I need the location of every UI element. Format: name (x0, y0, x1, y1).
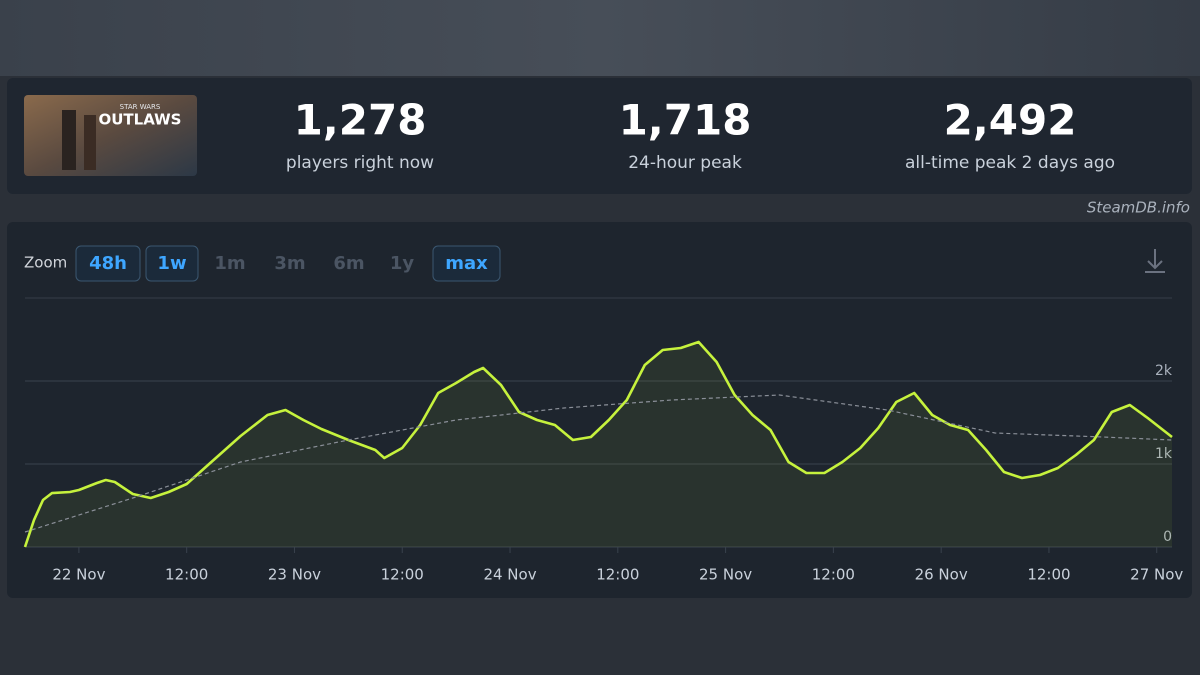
zoom-option[interactable]: 3m (274, 253, 305, 274)
stat-value: 1,278 (294, 96, 427, 145)
chart-panel (7, 222, 1192, 598)
y-tick-label: 2k (1155, 363, 1173, 379)
stats-panel (7, 78, 1192, 194)
y-tick-label: 0 (1163, 529, 1172, 545)
zoom-option[interactable]: 1m (214, 253, 245, 274)
x-tick-label: 12:00 (1027, 566, 1070, 584)
zoom-option[interactable]: max (445, 253, 488, 274)
stat-label: 24-hour peak (628, 153, 742, 173)
x-tick-label: 22 Nov (52, 566, 105, 584)
zoom-label: Zoom (24, 254, 67, 272)
x-tick-label: 27 Nov (1130, 566, 1183, 584)
logo: OUTLAWS (98, 111, 181, 129)
y-tick-label: 1k (1155, 446, 1173, 462)
zoom-button[interactable] (432, 245, 501, 282)
zoom-option[interactable]: 6m (333, 253, 364, 274)
zoom-button[interactable] (75, 245, 141, 282)
x-tick-label: 25 Nov (699, 566, 752, 584)
logo-small: STAR WARS (120, 103, 161, 111)
game-image: STAR WARS OUTLAWS (24, 95, 197, 176)
zoom-option[interactable]: 1w (157, 253, 186, 274)
stat-label: players right now (286, 153, 434, 173)
zoom-button[interactable] (145, 245, 199, 282)
figure (84, 115, 96, 170)
area (25, 342, 1172, 547)
download-icon[interactable] (1145, 249, 1165, 273)
zoom-option[interactable]: 48h (89, 253, 127, 274)
stat-label: all-time peak 2 days ago (905, 153, 1115, 173)
credit: SteamDB.info (1087, 199, 1190, 217)
icon-stroke (1147, 260, 1163, 270)
figure (62, 110, 76, 170)
stat-value: 2,492 (944, 96, 1077, 145)
x-tick-label: 12:00 (812, 566, 855, 584)
x-tick-label: 12:00 (381, 566, 424, 584)
x-tick-label: 12:00 (165, 566, 208, 584)
x-tick-label: 12:00 (596, 566, 639, 584)
stat-value: 1,718 (619, 96, 752, 145)
x-tick-label: 24 Nov (483, 566, 536, 584)
x-tick-label: 26 Nov (915, 566, 968, 584)
zoom-option[interactable]: 1y (390, 253, 415, 274)
header-backdrop (0, 0, 1200, 76)
players-line (23, 340, 1173, 548)
image-bg (24, 95, 197, 176)
x-tick-label: 23 Nov (268, 566, 321, 584)
